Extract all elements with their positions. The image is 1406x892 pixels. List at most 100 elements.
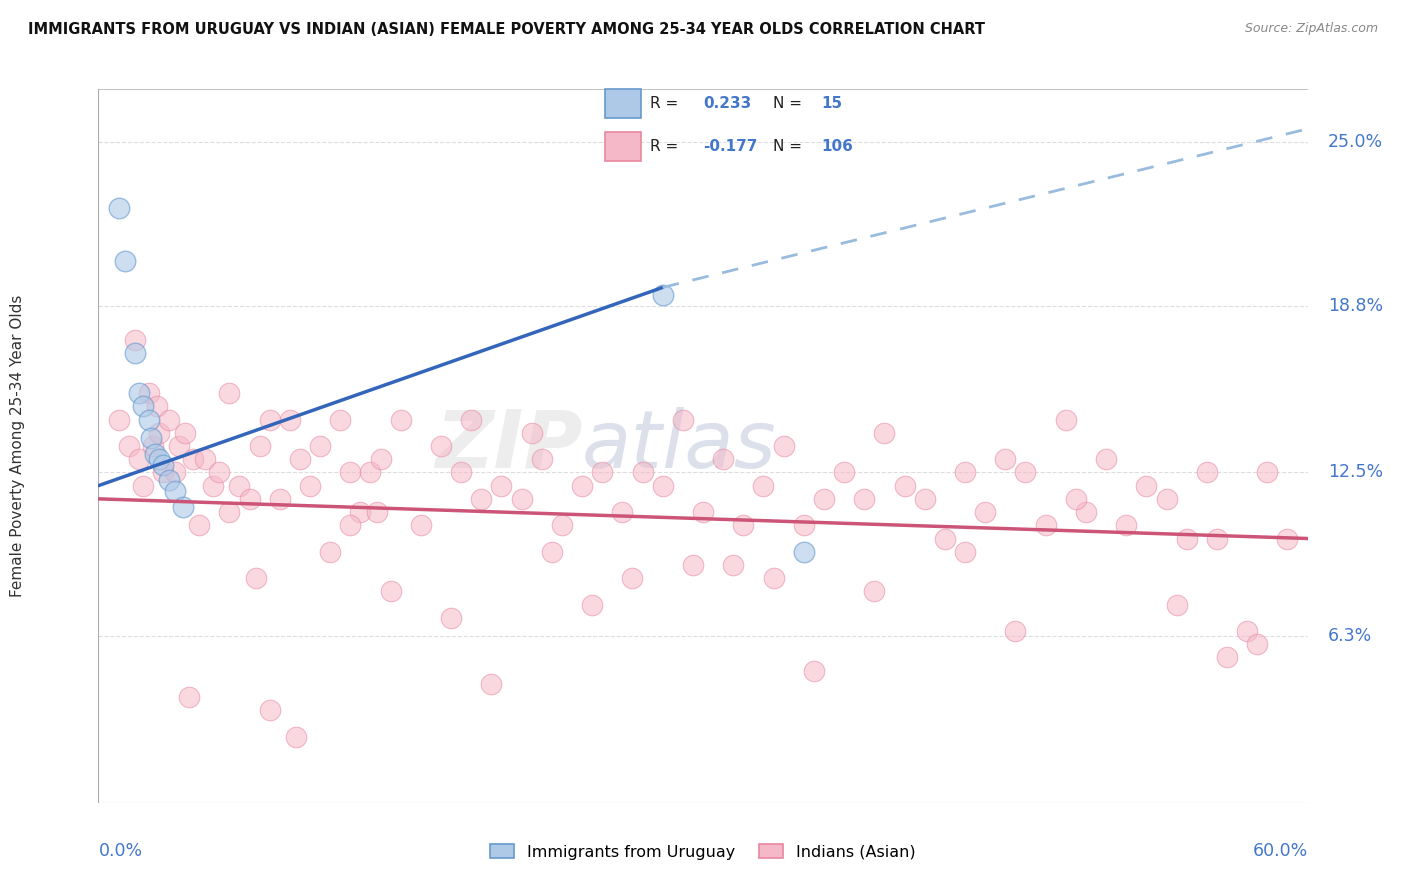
- Point: [914, 491, 936, 506]
- Point: [107, 201, 129, 215]
- Text: 106: 106: [821, 139, 853, 153]
- Point: [143, 447, 166, 461]
- Point: [1074, 505, 1097, 519]
- Point: [284, 730, 307, 744]
- Legend: Immigrants from Uruguay, Indians (Asian): Immigrants from Uruguay, Indians (Asian): [484, 838, 922, 866]
- Text: 15: 15: [821, 96, 842, 111]
- Point: [152, 466, 174, 480]
- Point: [491, 478, 513, 492]
- Point: [124, 333, 146, 347]
- Point: [132, 478, 155, 492]
- Point: [430, 439, 453, 453]
- Text: 0.233: 0.233: [703, 96, 751, 111]
- Point: [571, 478, 593, 492]
- Point: [682, 558, 704, 572]
- Point: [1156, 491, 1178, 506]
- Point: [208, 466, 231, 480]
- Point: [551, 518, 574, 533]
- Point: [540, 545, 562, 559]
- Text: 12.5%: 12.5%: [1327, 464, 1384, 482]
- Point: [1175, 532, 1198, 546]
- Point: [288, 452, 311, 467]
- Point: [692, 505, 714, 519]
- Point: [142, 439, 165, 453]
- Point: [163, 466, 186, 480]
- Point: [481, 677, 503, 691]
- Point: [128, 386, 150, 401]
- Text: 25.0%: 25.0%: [1327, 133, 1384, 151]
- Text: atlas: atlas: [582, 407, 778, 485]
- Text: 6.3%: 6.3%: [1327, 627, 1372, 645]
- Point: [188, 518, 211, 533]
- Point: [157, 412, 180, 426]
- Point: [510, 491, 533, 506]
- Point: [278, 412, 301, 426]
- FancyBboxPatch shape: [605, 89, 641, 118]
- Point: [138, 412, 160, 426]
- Point: [366, 505, 388, 519]
- Text: ZIP: ZIP: [434, 407, 582, 485]
- Point: [245, 571, 267, 585]
- Point: [218, 386, 240, 401]
- Point: [174, 425, 197, 440]
- Point: [249, 439, 271, 453]
- Text: N =: N =: [773, 139, 807, 153]
- Point: [259, 412, 281, 426]
- Point: [530, 452, 553, 467]
- Text: -0.177: -0.177: [703, 139, 758, 153]
- Text: N =: N =: [773, 96, 807, 111]
- Point: [228, 478, 250, 492]
- Point: [953, 545, 976, 559]
- Point: [1195, 466, 1218, 480]
- Point: [651, 288, 673, 302]
- Point: [148, 425, 170, 440]
- Point: [114, 254, 136, 268]
- Point: [152, 458, 174, 472]
- Point: [581, 598, 603, 612]
- Point: [723, 558, 745, 572]
- Point: [1246, 637, 1268, 651]
- Point: [470, 491, 492, 506]
- Point: [651, 478, 673, 492]
- Point: [128, 452, 150, 467]
- Point: [873, 425, 896, 440]
- Point: [107, 412, 129, 426]
- Point: [863, 584, 886, 599]
- Point: [339, 518, 361, 533]
- Point: [309, 439, 332, 453]
- Point: [329, 412, 352, 426]
- Text: R =: R =: [650, 96, 683, 111]
- Point: [1064, 491, 1087, 506]
- Point: [762, 571, 785, 585]
- Text: IMMIGRANTS FROM URUGUAY VS INDIAN (ASIAN) FEMALE POVERTY AMONG 25-34 YEAR OLDS C: IMMIGRANTS FROM URUGUAY VS INDIAN (ASIAN…: [28, 22, 986, 37]
- Point: [172, 500, 194, 514]
- Point: [146, 400, 169, 414]
- Point: [460, 412, 482, 426]
- Point: [612, 505, 634, 519]
- Point: [621, 571, 644, 585]
- Point: [1256, 466, 1278, 480]
- Point: [1035, 518, 1057, 533]
- Point: [1004, 624, 1026, 638]
- Text: 18.8%: 18.8%: [1327, 297, 1384, 315]
- Point: [832, 466, 855, 480]
- Text: 60.0%: 60.0%: [1253, 842, 1308, 861]
- Point: [148, 452, 170, 467]
- Point: [124, 346, 146, 360]
- Point: [520, 425, 543, 440]
- Point: [591, 466, 613, 480]
- Point: [953, 466, 976, 480]
- Point: [793, 545, 815, 559]
- Point: [1095, 452, 1118, 467]
- Point: [132, 400, 155, 414]
- Point: [1277, 532, 1299, 546]
- Point: [711, 452, 734, 467]
- Point: [259, 703, 281, 717]
- Point: [370, 452, 392, 467]
- Point: [360, 466, 382, 480]
- Point: [194, 452, 217, 467]
- Point: [139, 431, 162, 445]
- Point: [181, 452, 204, 467]
- Point: [1236, 624, 1258, 638]
- Point: [974, 505, 997, 519]
